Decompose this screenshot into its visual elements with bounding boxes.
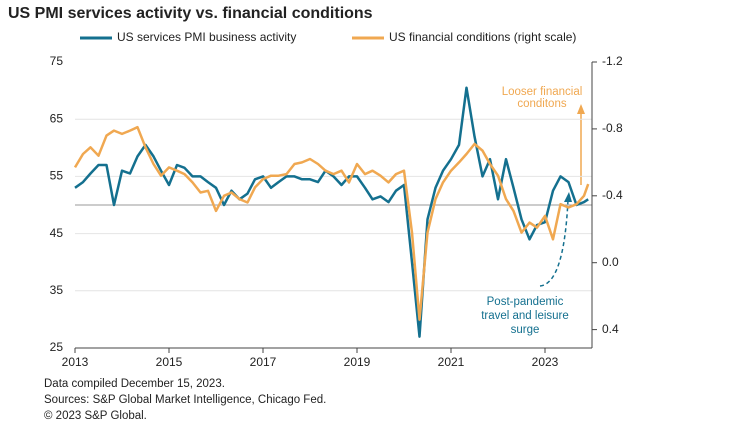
- y-tick-label: 65: [50, 111, 64, 125]
- annotation: Post-pandemic: [487, 296, 564, 308]
- annotation-arrowhead: [577, 104, 585, 114]
- y2-tick-label: -0.8: [602, 121, 623, 135]
- y2-tick-label: -1.2: [602, 54, 623, 68]
- x-tick-label: 2023: [532, 355, 559, 369]
- x-tick-label: 2021: [438, 355, 465, 369]
- annotation-arrow: [539, 199, 569, 287]
- y-tick-label: 55: [50, 169, 64, 183]
- series-line: [73, 125, 590, 321]
- y2-tick-label: 0.0: [602, 255, 619, 269]
- y-tick-label: 75: [50, 54, 64, 68]
- y2-tick-label: -0.4: [602, 188, 623, 202]
- chart-title: US PMI services activity vs. financial c…: [8, 5, 373, 22]
- y-tick-label: 45: [50, 226, 64, 240]
- legend-label: US services PMI business activity: [117, 30, 296, 44]
- annotation: surge: [511, 324, 540, 336]
- annotation-arrowhead: [564, 192, 572, 202]
- annotation: Looser financial: [502, 86, 583, 98]
- footnote: Sources: S&P Global Market Intelligence,…: [44, 394, 326, 406]
- y2-tick-label: 0.4: [602, 322, 619, 336]
- y-tick-label: 35: [50, 283, 64, 297]
- x-tick-label: 2019: [344, 355, 371, 369]
- annotation: conditons: [517, 98, 566, 110]
- y-tick-label: 25: [50, 340, 64, 354]
- footnote: Data compiled December 15, 2023.: [44, 378, 225, 390]
- series-line: [74, 86, 589, 338]
- annotation: travel and leisure: [481, 310, 569, 322]
- legend-label: US financial conditions (right scale): [389, 30, 576, 44]
- x-tick-label: 2015: [156, 355, 183, 369]
- x-tick-label: 2017: [250, 355, 277, 369]
- x-tick-label: 2013: [62, 355, 89, 369]
- footnote: © 2023 S&P Global.: [44, 410, 147, 422]
